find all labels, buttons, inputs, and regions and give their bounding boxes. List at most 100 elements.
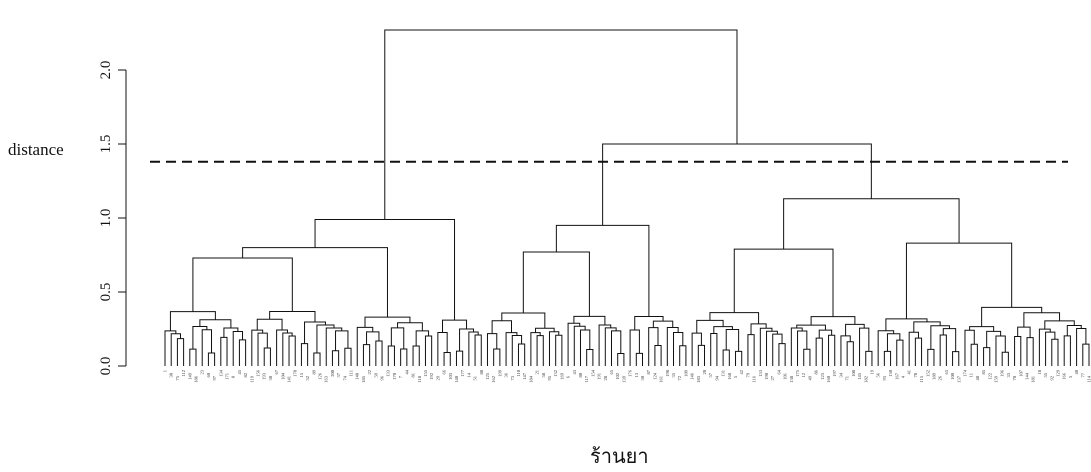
- branch: [829, 335, 835, 366]
- leaf-label: 138: [789, 375, 794, 383]
- leaf-label: 35: [671, 372, 676, 377]
- leaf-label: 55: [1043, 372, 1048, 377]
- leaf-label: 48: [975, 375, 980, 380]
- branch: [332, 351, 338, 366]
- branch: [444, 353, 450, 366]
- leaf-label: 63: [944, 369, 949, 374]
- leaf-label: 96: [380, 375, 385, 380]
- branch: [443, 320, 467, 332]
- leaf-label: 144: [1024, 372, 1029, 380]
- leaf-label: 65: [609, 369, 614, 374]
- leaf-label: 67: [274, 369, 279, 374]
- leaf-label: 97: [212, 375, 217, 380]
- y-tick-label: 0.0: [98, 357, 114, 376]
- leaf-label: 12: [801, 373, 806, 378]
- leaf-label: 116: [752, 375, 757, 382]
- branch: [914, 322, 940, 332]
- leaf-label: 133: [386, 369, 391, 377]
- leaf-label: 125: [485, 372, 490, 380]
- branch: [587, 350, 593, 366]
- branch: [425, 336, 431, 366]
- leaf-label: 156: [256, 369, 261, 377]
- leaf-label: 129: [1055, 369, 1060, 377]
- leaf-label: 103: [448, 372, 453, 380]
- branch: [574, 326, 585, 366]
- leaf-label: 192: [429, 373, 434, 380]
- branch: [811, 317, 855, 325]
- leaf-label: 15: [299, 372, 304, 377]
- leaf-label: 5: [733, 375, 738, 378]
- leaf-label: 42: [739, 370, 744, 375]
- branch: [940, 335, 946, 366]
- leaf-label: 148: [355, 372, 360, 380]
- leaf-label: 81: [411, 373, 416, 378]
- branch: [475, 335, 481, 366]
- leaf-label: 41: [907, 370, 912, 375]
- branch: [363, 345, 369, 366]
- leaf-label: 70: [1012, 375, 1017, 380]
- leaf-label: 119: [249, 375, 254, 382]
- leaf-label: 184: [528, 375, 533, 383]
- branch: [779, 344, 785, 366]
- leaf-label: 155: [423, 369, 428, 377]
- leaf-label: 114: [1087, 375, 1091, 382]
- leaf-label: 183: [696, 375, 701, 383]
- leaf-label: 102: [615, 373, 620, 380]
- leaf-label: 59: [373, 372, 378, 377]
- branch: [345, 348, 351, 366]
- leaf-label: 176: [628, 369, 633, 377]
- leaf-label: 170: [392, 372, 397, 380]
- leaf-label: 193: [262, 372, 267, 380]
- branch: [336, 331, 348, 351]
- leaf-label: 160: [826, 375, 831, 383]
- y-axis: 0.00.51.01.52.0: [98, 61, 126, 376]
- leaf-label: 185: [361, 375, 366, 383]
- branch: [887, 334, 899, 352]
- branch: [506, 333, 517, 366]
- leaf-label: 112: [181, 370, 186, 377]
- branch: [376, 341, 382, 366]
- leaf-label: 30: [268, 375, 273, 380]
- branch: [177, 339, 183, 366]
- leaf-label: 4: [900, 375, 905, 378]
- leaf-label: 74: [342, 375, 347, 380]
- leaf-label: 56: [876, 372, 881, 377]
- leaf-label: 163: [324, 375, 329, 383]
- branch: [413, 346, 419, 366]
- leaf-label: 146: [690, 372, 695, 380]
- branch: [1015, 336, 1021, 366]
- leaf-label: 13: [634, 372, 639, 377]
- branch: [357, 327, 373, 366]
- leaf-label: 153: [758, 369, 763, 377]
- leaf-label: 174: [962, 369, 967, 377]
- leaf-label: 171: [225, 373, 230, 380]
- branch: [698, 345, 704, 366]
- leaf-label: 190: [764, 372, 769, 380]
- leaf-label: 33: [1006, 372, 1011, 377]
- leaf-label: 36: [504, 372, 509, 377]
- leaf-label: 161: [659, 376, 664, 383]
- leaf-label: 186: [194, 375, 199, 383]
- branch: [190, 349, 196, 366]
- branch: [257, 319, 282, 330]
- leaf-label: 49: [807, 375, 812, 380]
- leaf-label: 198: [665, 369, 670, 377]
- leaf-label: 75: [175, 375, 180, 380]
- branch: [909, 332, 918, 366]
- leaf-label: 162: [491, 376, 496, 383]
- leaf-label: 82: [243, 373, 248, 378]
- branch: [847, 342, 853, 366]
- leaf-label: 132: [553, 370, 558, 377]
- leaf-label: 197: [832, 369, 837, 377]
- leaf-label: 199: [497, 369, 502, 377]
- leaf-label: 122: [987, 373, 992, 380]
- branch: [487, 334, 496, 366]
- leaf-label: 126: [318, 372, 323, 380]
- y-tick-label: 1.0: [98, 209, 114, 228]
- branch: [301, 344, 307, 366]
- y-axis-label: distance: [8, 140, 64, 160]
- leaf-label: 154: [590, 369, 595, 377]
- branch: [193, 258, 292, 312]
- leaf-label: 45: [237, 369, 242, 374]
- branch: [537, 336, 543, 366]
